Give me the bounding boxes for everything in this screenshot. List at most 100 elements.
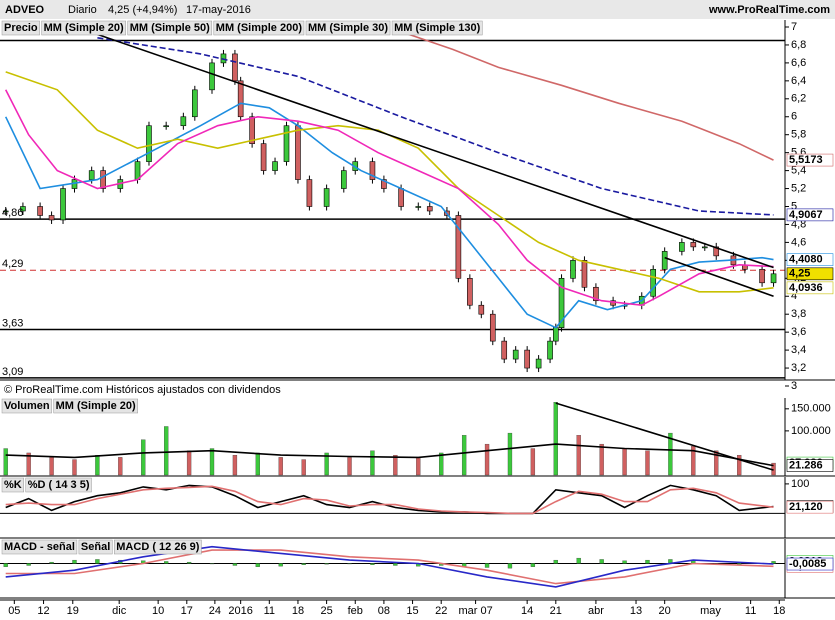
bar bbox=[3, 448, 8, 476]
candle bbox=[690, 242, 697, 248]
series-line bbox=[395, 28, 774, 161]
series-line bbox=[97, 37, 774, 216]
y-tick-label: 3,8 bbox=[791, 308, 806, 320]
bar bbox=[553, 559, 558, 564]
x-tick-label: 10 bbox=[152, 605, 164, 617]
candle bbox=[283, 125, 290, 162]
site: www.ProRealTime.com bbox=[708, 4, 830, 16]
level-label: 4,86 bbox=[2, 207, 23, 219]
series-line bbox=[5, 71, 774, 293]
x-tick-label: feb bbox=[348, 605, 363, 617]
candle bbox=[37, 206, 43, 216]
x-tick-label: 05 bbox=[8, 605, 20, 617]
bar bbox=[255, 563, 260, 567]
bar bbox=[576, 557, 581, 564]
bar bbox=[668, 432, 673, 476]
legend-bg bbox=[127, 20, 213, 36]
candle bbox=[180, 116, 187, 127]
legend-entry: Volumen bbox=[4, 400, 50, 412]
legend-bg bbox=[1, 539, 78, 555]
last-label-bg bbox=[786, 281, 834, 295]
bar bbox=[484, 563, 490, 568]
candle bbox=[323, 188, 330, 207]
last-label: 21,120 bbox=[789, 501, 823, 513]
bar bbox=[599, 443, 604, 476]
panel-0 bbox=[0, 28, 785, 379]
y-tick-label: 7 bbox=[791, 21, 797, 33]
candle bbox=[369, 161, 376, 180]
bar bbox=[370, 450, 375, 476]
y-tick-label: 4,8 bbox=[791, 218, 806, 230]
bar bbox=[691, 446, 696, 476]
bar bbox=[484, 443, 490, 476]
bar bbox=[301, 459, 306, 476]
candle bbox=[398, 188, 404, 207]
last-label-bg bbox=[786, 208, 834, 222]
panel-2 bbox=[0, 484, 785, 515]
series-line bbox=[4, 89, 774, 307]
bar bbox=[553, 402, 558, 476]
candle bbox=[2, 210, 9, 213]
candle bbox=[260, 143, 267, 171]
candle bbox=[88, 170, 95, 180]
bar bbox=[393, 563, 398, 566]
legend-entry: MACD ( 12 26 9) bbox=[116, 541, 199, 553]
y-tick-label: 5,4 bbox=[791, 165, 806, 177]
y-tick-label: 6 bbox=[791, 111, 797, 123]
y-tick-label: 100 bbox=[791, 478, 809, 490]
bar bbox=[393, 454, 398, 476]
candle bbox=[134, 161, 141, 180]
y-tick-label: 6,6 bbox=[791, 57, 806, 69]
bar bbox=[186, 450, 192, 476]
bar bbox=[622, 448, 627, 476]
bar bbox=[278, 457, 283, 476]
x-tick-label: 18 bbox=[773, 605, 785, 617]
last-label-bg bbox=[786, 557, 834, 571]
note: © ProRealTime.com Históricos ajustados c… bbox=[4, 384, 281, 396]
bar bbox=[209, 448, 215, 476]
trendline bbox=[91, 31, 774, 269]
candle bbox=[209, 62, 215, 91]
last-label: 5,5173 bbox=[789, 154, 823, 166]
level-label: 3,63 bbox=[2, 317, 23, 329]
last-label-bg bbox=[786, 153, 834, 167]
x-tick-label: 15 bbox=[406, 605, 418, 617]
y-tick-label: 3,6 bbox=[791, 326, 806, 338]
candle bbox=[553, 327, 559, 342]
legend-bg bbox=[305, 20, 391, 36]
bar bbox=[714, 450, 719, 476]
legend-bg bbox=[25, 477, 92, 493]
legend-entry: MM (Simple 200) bbox=[216, 22, 303, 34]
bar bbox=[645, 450, 650, 476]
candle bbox=[547, 340, 553, 360]
x-tick-label: mar 07 bbox=[458, 605, 492, 617]
candle bbox=[272, 161, 278, 171]
y-tick-label: 5 bbox=[791, 200, 797, 212]
legend-entry: MACD - señal bbox=[4, 541, 75, 553]
legend-entry: %D ( 14 3 5) bbox=[28, 479, 90, 491]
x-tick-label: dic bbox=[112, 605, 127, 617]
candle bbox=[467, 277, 473, 306]
x-tick-label: 18 bbox=[292, 605, 304, 617]
header-bar bbox=[0, 0, 835, 19]
y-tick-label: 6,4 bbox=[791, 75, 806, 87]
x-tick-label: abr bbox=[588, 605, 604, 617]
candle bbox=[581, 260, 588, 288]
bar bbox=[278, 563, 283, 567]
candle bbox=[770, 273, 777, 284]
bar bbox=[645, 559, 650, 564]
symbol: ADVEO bbox=[5, 4, 45, 16]
y-tick-label: 3,4 bbox=[791, 344, 806, 356]
candle bbox=[713, 246, 720, 257]
x-tick-label: 20 bbox=[659, 605, 671, 617]
panel-1 bbox=[3, 402, 776, 476]
legend-bg bbox=[213, 20, 305, 36]
bar bbox=[72, 559, 77, 564]
bar bbox=[737, 454, 742, 476]
candle bbox=[570, 260, 576, 279]
bar bbox=[576, 435, 581, 476]
candle bbox=[759, 269, 765, 284]
y-tick-label: 6,2 bbox=[791, 93, 806, 105]
legend-bg bbox=[1, 477, 24, 493]
bar bbox=[141, 439, 146, 476]
